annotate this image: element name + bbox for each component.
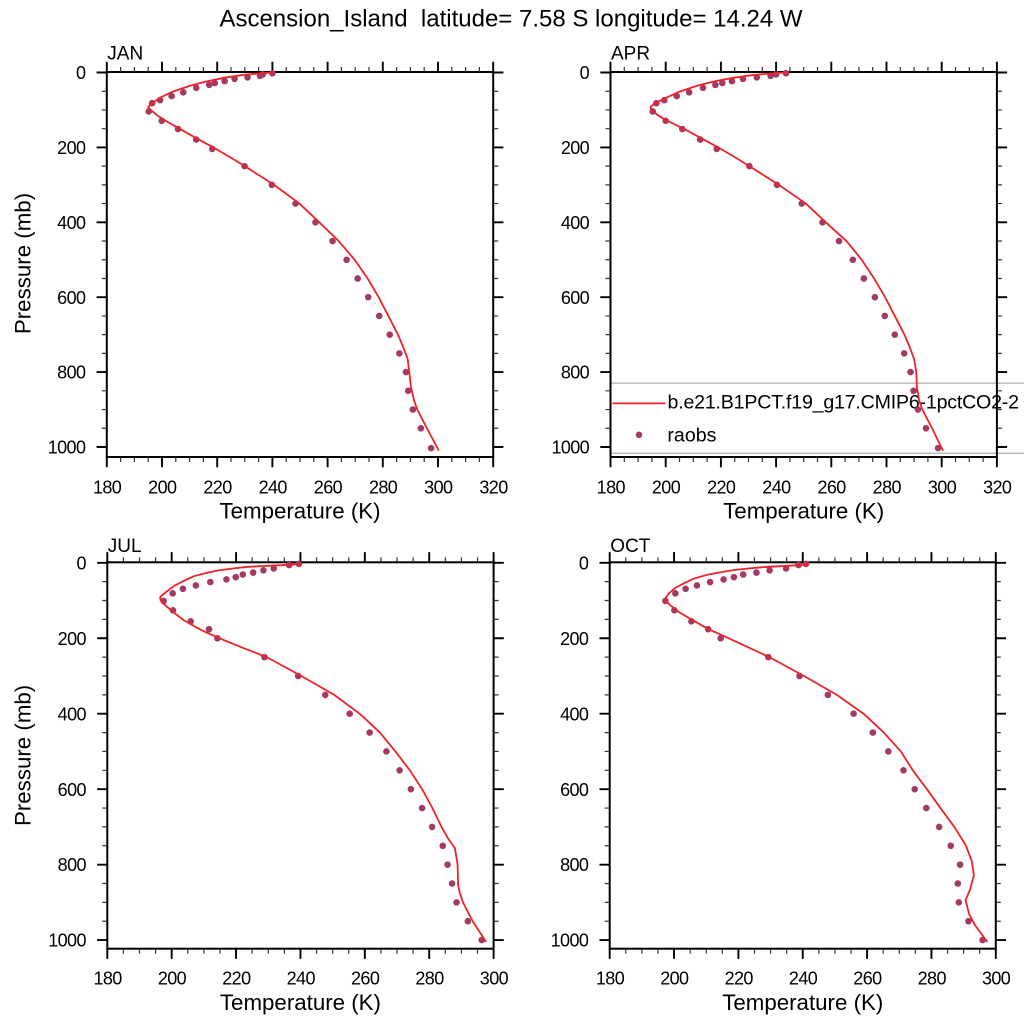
svg-text:200: 200 [560, 629, 589, 649]
svg-text:0: 0 [579, 553, 589, 573]
svg-text:300: 300 [928, 478, 957, 498]
svg-text:Ascension_Island latitude= 7.: Ascension_Island latitude= 7.58 S longit… [219, 6, 802, 33]
svg-text:600: 600 [561, 288, 590, 308]
svg-text:Temperature (K): Temperature (K) [220, 990, 381, 1015]
svg-text:240: 240 [762, 478, 791, 498]
svg-text:400: 400 [560, 704, 589, 724]
svg-text:280: 280 [369, 478, 398, 498]
svg-text:1000: 1000 [48, 931, 86, 951]
svg-text:APR: APR [611, 44, 650, 65]
svg-text:180: 180 [597, 478, 626, 498]
svg-text:Temperature (K): Temperature (K) [722, 990, 883, 1015]
svg-text:600: 600 [58, 780, 87, 800]
svg-text:260: 260 [853, 969, 882, 989]
svg-text:OCT: OCT [610, 536, 651, 557]
svg-text:800: 800 [560, 855, 589, 875]
svg-text:220: 220 [707, 478, 736, 498]
svg-text:JUL: JUL [108, 536, 142, 557]
svg-text:Pressure (mb): Pressure (mb) [10, 685, 35, 826]
svg-text:Temperature (K): Temperature (K) [219, 499, 380, 524]
svg-text:280: 280 [415, 969, 444, 989]
svg-text:200: 200 [652, 478, 681, 498]
svg-text:320: 320 [983, 478, 1012, 498]
svg-text:200: 200 [660, 969, 689, 989]
svg-text:200: 200 [158, 969, 187, 989]
svg-text:200: 200 [561, 138, 590, 158]
svg-text:260: 260 [817, 478, 846, 498]
svg-text:240: 240 [789, 969, 818, 989]
svg-text:Temperature (K): Temperature (K) [723, 499, 884, 524]
svg-text:800: 800 [58, 855, 87, 875]
svg-text:300: 300 [480, 969, 509, 989]
svg-text:260: 260 [351, 969, 380, 989]
svg-text:180: 180 [596, 969, 625, 989]
svg-text:1000: 1000 [48, 438, 86, 458]
svg-text:280: 280 [918, 969, 947, 989]
svg-text:180: 180 [93, 969, 122, 989]
svg-text:raobs: raobs [667, 425, 716, 447]
svg-text:240: 240 [287, 969, 316, 989]
svg-text:300: 300 [982, 969, 1011, 989]
svg-text:600: 600 [560, 780, 589, 800]
svg-text:200: 200 [148, 478, 177, 498]
svg-text:400: 400 [57, 213, 86, 233]
svg-text:220: 220 [725, 969, 754, 989]
svg-text:JAN: JAN [107, 44, 143, 65]
svg-text:300: 300 [424, 478, 453, 498]
svg-text:260: 260 [314, 478, 343, 498]
svg-text:280: 280 [873, 478, 902, 498]
svg-text:b.e21.B1PCT.f19_g17.CMIP6-1pct: b.e21.B1PCT.f19_g17.CMIP6-1pctCO2-2 [668, 392, 1019, 414]
svg-text:0: 0 [580, 63, 590, 83]
svg-text:800: 800 [57, 363, 86, 383]
svg-text:600: 600 [57, 288, 86, 308]
svg-text:240: 240 [259, 478, 288, 498]
svg-text:200: 200 [58, 629, 87, 649]
svg-text:400: 400 [561, 213, 590, 233]
svg-text:1000: 1000 [551, 438, 589, 458]
svg-text:180: 180 [93, 478, 122, 498]
svg-text:320: 320 [479, 478, 508, 498]
svg-text:800: 800 [561, 363, 590, 383]
svg-text:200: 200 [57, 138, 86, 158]
svg-text:1000: 1000 [551, 931, 589, 951]
svg-text:220: 220 [222, 969, 251, 989]
svg-text:220: 220 [203, 478, 232, 498]
svg-text:0: 0 [76, 63, 86, 83]
svg-text:Pressure (mb): Pressure (mb) [10, 193, 35, 334]
svg-text:400: 400 [58, 704, 87, 724]
svg-text:0: 0 [76, 553, 86, 573]
